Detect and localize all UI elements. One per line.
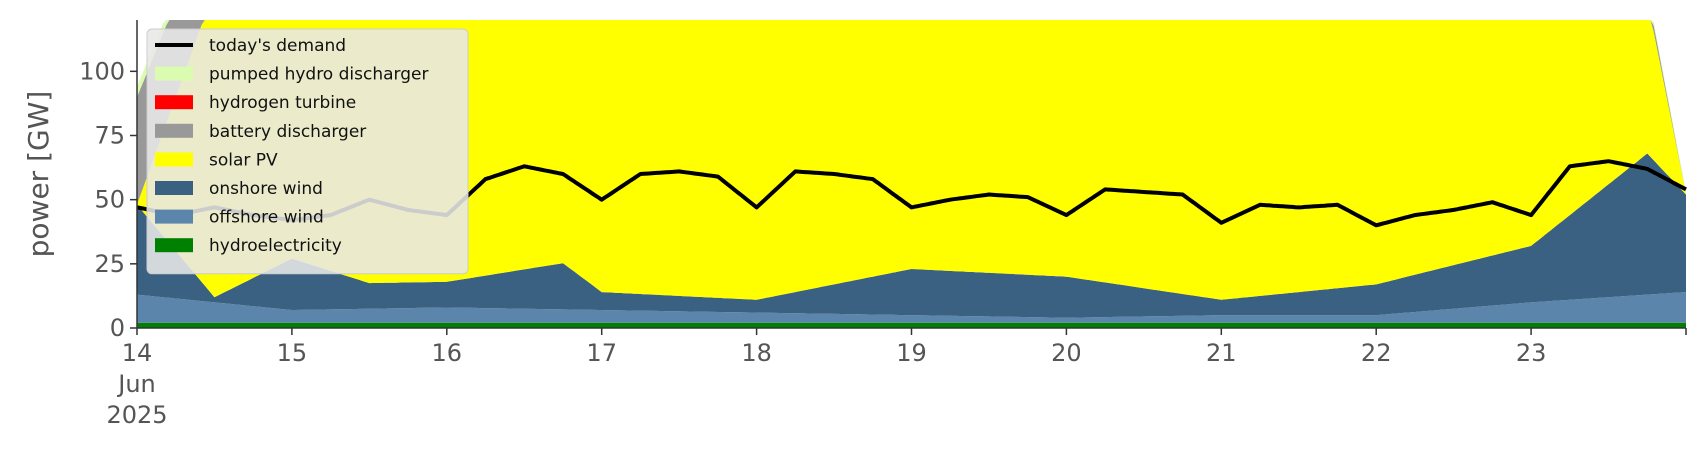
legend-swatch (155, 123, 193, 138)
y-tick-label: 75 (94, 122, 125, 150)
area-solar-pv (137, 20, 1686, 300)
stacked-areas (137, 20, 1686, 328)
legend-label: hydroelectricity (209, 236, 342, 256)
y-tick-label: 100 (79, 57, 125, 85)
x-tick-label: Jun (116, 370, 156, 398)
area-hydroelectricity (137, 322, 1686, 328)
y-axis-title: power [GW] (22, 91, 55, 258)
legend-box (146, 28, 469, 275)
x-ticks: 14 Jun 2025 15 16 17 18 19 20 21 22 23 (106, 328, 1687, 429)
x-tick-label: 22 (1361, 339, 1392, 367)
x-tick-label: 21 (1206, 339, 1237, 367)
legend-swatch (155, 95, 193, 110)
legend-swatch (155, 238, 193, 253)
y-tick-label: 25 (94, 250, 125, 278)
legend-label: solar PV (209, 150, 278, 170)
legend-swatch (155, 152, 193, 167)
legend-swatch (155, 181, 193, 195)
x-tick-label: 18 (741, 339, 772, 367)
y-tick-label: 50 (94, 186, 125, 214)
legend: today's demand pumped hydro discharger hyd… (146, 28, 469, 275)
y-tick-label: 0 (110, 314, 125, 342)
legend-label: hydrogen turbine (209, 93, 356, 113)
legend-label: offshore wind (209, 208, 324, 228)
x-tick-label: 2025 (106, 401, 167, 429)
legend-swatch (155, 209, 193, 224)
x-tick-label: 19 (896, 339, 927, 367)
x-tick-label: 16 (432, 339, 463, 367)
legend-label: pumped hydro discharger (209, 65, 428, 85)
x-tick-label: 20 (1051, 339, 1082, 367)
x-tick-label: 23 (1516, 339, 1547, 367)
y-ticks: 0 25 50 75 100 (79, 57, 137, 342)
legend-swatch (155, 66, 193, 81)
x-tick-label: 14 (122, 339, 153, 367)
legend-label: battery discharger (209, 122, 366, 142)
x-tick-label: 15 (277, 339, 308, 367)
legend-label: today's demand (209, 36, 346, 56)
x-tick-label: 17 (586, 339, 617, 367)
area-onshore-wind (137, 153, 1686, 318)
legend-label: onshore wind (209, 179, 323, 199)
